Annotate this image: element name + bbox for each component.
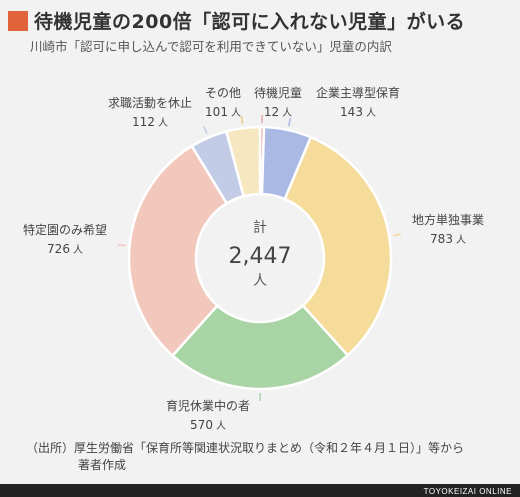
slice-5	[127, 144, 229, 358]
chart-title: 待機児童の200倍「認可に入れない児童」がいる	[34, 11, 466, 33]
source-line-1: （出所）厚生労働省「保育所等関連状況取りまとめ（令和２年４月１日）」等から	[26, 441, 465, 455]
slice-label-2: 企業主導型保育	[316, 85, 400, 100]
chart-subtitle: 川崎市「認可に申し込んで認可を利用できていない」児童の内訳	[30, 39, 392, 54]
slice-label-3: 地方単独事業	[412, 212, 484, 227]
slice-value-7: 101 人	[205, 105, 241, 119]
slice-label-5: 特定園のみ希望	[23, 222, 107, 237]
center-label: 計	[253, 220, 267, 236]
slice-value-3: 783 人	[430, 232, 466, 246]
leader-line-3	[392, 233, 402, 237]
slice-label-1: 待機児童	[254, 85, 302, 100]
leader-line-7	[240, 116, 244, 125]
leader-line-5	[117, 244, 126, 247]
center-total: 2,447	[229, 244, 292, 269]
footer-bar: TOYOKEIZAI ONLINE	[0, 484, 520, 497]
slice-value-5: 726 人	[47, 242, 83, 256]
leader-line-2	[287, 118, 292, 127]
source-note: （出所）厚生労働省「保育所等関連状況取りまとめ（令和２年４月１日）」等から 著者…	[26, 440, 464, 474]
slice-label-4: 育児休業中の者	[166, 398, 250, 413]
source-line-2: 著者作成	[78, 458, 127, 472]
donut-slices	[127, 125, 393, 391]
title-marker	[8, 10, 28, 31]
leader-line-6	[203, 126, 208, 135]
center-unit: 人	[253, 273, 267, 289]
footer-brand: TOYOKEIZAI ONLINE	[423, 487, 512, 496]
slice-value-2: 143 人	[340, 105, 376, 119]
title-row: 待機児童の200倍「認可に入れない児童」がいる	[8, 7, 465, 34]
slice-3	[283, 135, 393, 358]
slice-value-6: 112 人	[132, 115, 168, 129]
slice-value-1: 12 人	[264, 105, 292, 119]
slice-label-7: その他	[205, 86, 241, 100]
leader-lines	[117, 115, 402, 402]
slice-7	[224, 125, 262, 198]
slice-label-6: 求職活動を休止	[108, 96, 192, 110]
slice-4	[170, 303, 350, 391]
slice-value-4: 570 人	[190, 418, 226, 432]
